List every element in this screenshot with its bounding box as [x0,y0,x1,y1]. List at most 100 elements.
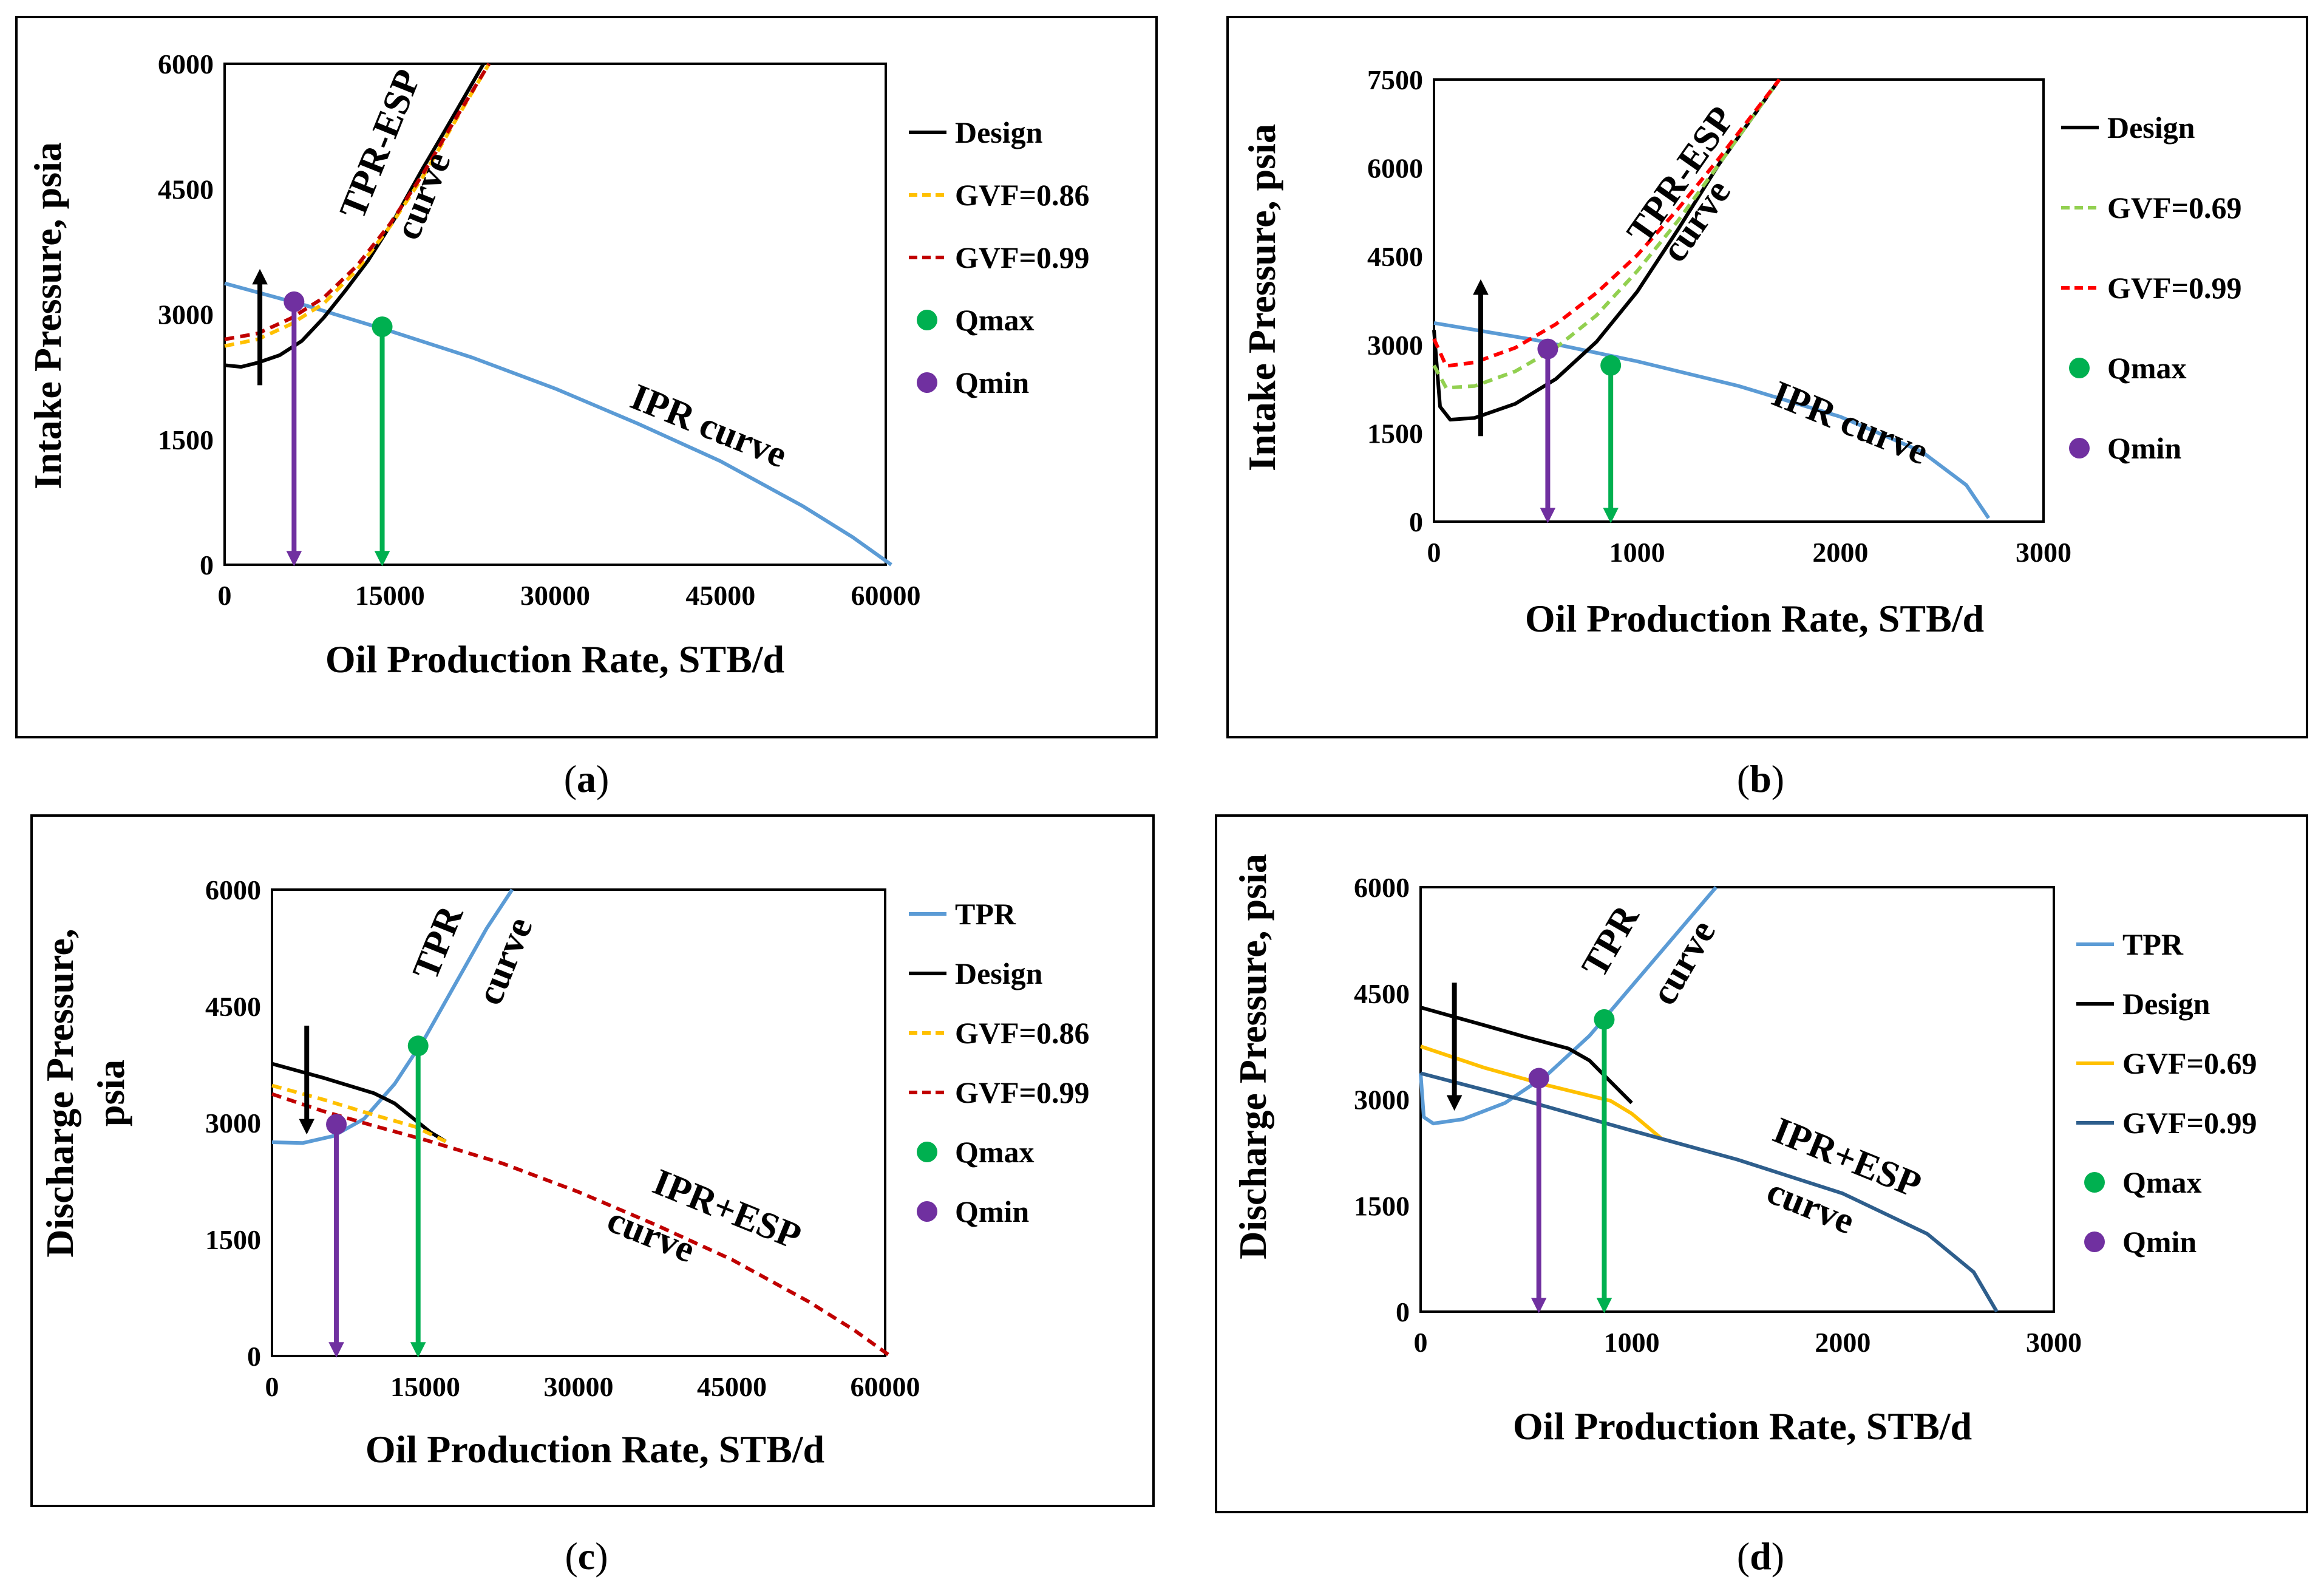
y-tick-label: 6000 [158,49,214,80]
legend-item-qmin: Qmin [2084,1225,2197,1259]
legend-label: Design [955,956,1043,990]
legend-label: TPR [955,897,1016,931]
caption-d: (d) [1737,1535,1784,1578]
plot-area [1433,78,2045,523]
x-tick-label: 3000 [2026,1327,2082,1358]
plot-area [271,888,886,1357]
series-line-design [1420,1006,1633,1105]
x-axis-label: Oil Production Rate, STB/d [1525,597,1984,640]
x-tick-label: 0 [265,1371,279,1402]
y-tick-label: 0 [247,1341,261,1372]
plot-area [1419,886,2055,1313]
legend-item-gvf-0-99: GVF=0.99 [2061,271,2242,305]
curve-annotation: curve [387,146,459,245]
y-tick-label: 6000 [205,874,261,905]
legend-label: Design [2107,111,2195,145]
y-tick-label: 3000 [1354,1085,1410,1116]
panel-frame-d [1215,814,2308,1513]
x-tick-label: 0 [218,580,232,611]
y-tick-label: 3000 [1367,330,1423,361]
legend-label: Qmin [955,1194,1029,1228]
x-tick-label: 30000 [520,580,590,611]
y-tick-label: 7500 [1367,64,1423,95]
legend-item-design: Design [2061,111,2195,145]
legend-item-gvf-0-69: GVF=0.69 [2076,1046,2257,1080]
legend-item-gvf-0-69: GVF=0.69 [2061,191,2242,225]
legend-marker [917,310,937,330]
legend-label: GVF=0.99 [2107,271,2242,305]
legend-item-gvf-0-86: GVF=0.86 [909,178,1090,212]
legend-label: Qmax [2107,351,2187,385]
legend-item-tpr: TPR [909,897,1016,931]
x-tick-label: 60000 [851,580,921,611]
y-tick-label: 0 [200,550,214,581]
legend-item-qmin: Qmin [917,366,1029,400]
legend-label: GVF=0.69 [2107,191,2242,225]
panel-frame-c [30,814,1155,1507]
x-tick-label: 1000 [1604,1327,1660,1358]
y-tick-label: 6000 [1354,872,1410,903]
y-tick-label: 1500 [158,424,214,455]
legend-label: Design [955,115,1043,149]
legend-marker [2084,1172,2105,1193]
legend-item-tpr: TPR [2076,927,2184,961]
y-tick-label: 1500 [1367,418,1423,449]
y-axis-label: Intake Pressure, psia [26,142,69,489]
series-line-ipr-curve [224,281,892,567]
legend-label: Qmax [955,1135,1035,1169]
legend-item-gvf-0-86: GVF=0.86 [909,1016,1090,1050]
legend-item-gvf-0-99: GVF=0.99 [909,240,1090,274]
legend-item-qmin: Qmin [2069,431,2181,465]
panel-frame-a [15,16,1158,738]
legend-item-qmax: Qmax [2069,351,2187,385]
x-tick-label: 0 [1414,1327,1428,1358]
y-tick-label: 1500 [205,1224,261,1255]
legend-label: GVF=0.69 [2122,1046,2257,1080]
legend-label: GVF=0.99 [2122,1106,2257,1140]
series-line-gvf-0-69 [1420,1044,1663,1140]
y-tick-label: 4500 [205,991,261,1022]
legend-item-design: Design [909,115,1043,149]
legend-marker [917,1142,937,1162]
x-tick-label: 15000 [355,580,425,611]
legend-item-qmax: Qmax [917,303,1035,337]
qmin-point [284,291,305,312]
series-line-gvf-0-99 [1432,78,1781,368]
panel-frame-b [1226,16,2308,738]
x-tick-label: 60000 [851,1371,920,1402]
legend-item-design: Design [909,956,1043,990]
y-tick-label: 0 [1396,1296,1410,1327]
legend-marker [917,372,937,393]
qmax-point [1600,355,1622,376]
qmax-point [407,1035,429,1057]
x-axis-label: Oil Production Rate, STB/d [1513,1405,1972,1448]
x-tick-label: 0 [1427,537,1441,568]
curve-annotation: curve [469,911,541,1010]
y-tick-label: 4500 [1354,978,1410,1009]
x-tick-label: 30000 [544,1371,614,1402]
legend-label: GVF=0.86 [955,1016,1090,1050]
qmax-point [1594,1009,1615,1030]
legend-marker [2069,438,2090,458]
curve-annotation: curve [1643,913,1724,1012]
y-axis-label: Intake Pressure, psia [1240,124,1283,471]
plot-area [223,63,887,566]
y-tick-label: 6000 [1367,153,1423,184]
legend-label: TPR [2122,927,2184,961]
legend-label: Qmax [2122,1165,2202,1199]
caption-b: (b) [1737,757,1784,800]
y-tick-label: 1500 [1354,1190,1410,1221]
curve-annotation: IPR curve [1766,373,1934,472]
x-tick-label: 15000 [390,1371,460,1402]
y-axis-label: Discharge Pressure, psia [1231,854,1274,1259]
series-line-gvf-0-69 [1432,78,1781,390]
series-line-design [1432,78,1781,422]
legend-item-qmax: Qmax [2084,1165,2202,1199]
series-line-gvf-0-99 [1420,1071,1999,1313]
x-tick-label: 45000 [685,580,755,611]
series-line-ipr-curve [1433,321,1991,519]
y-tick-label: 3000 [158,299,214,330]
series-line-design [224,63,486,369]
